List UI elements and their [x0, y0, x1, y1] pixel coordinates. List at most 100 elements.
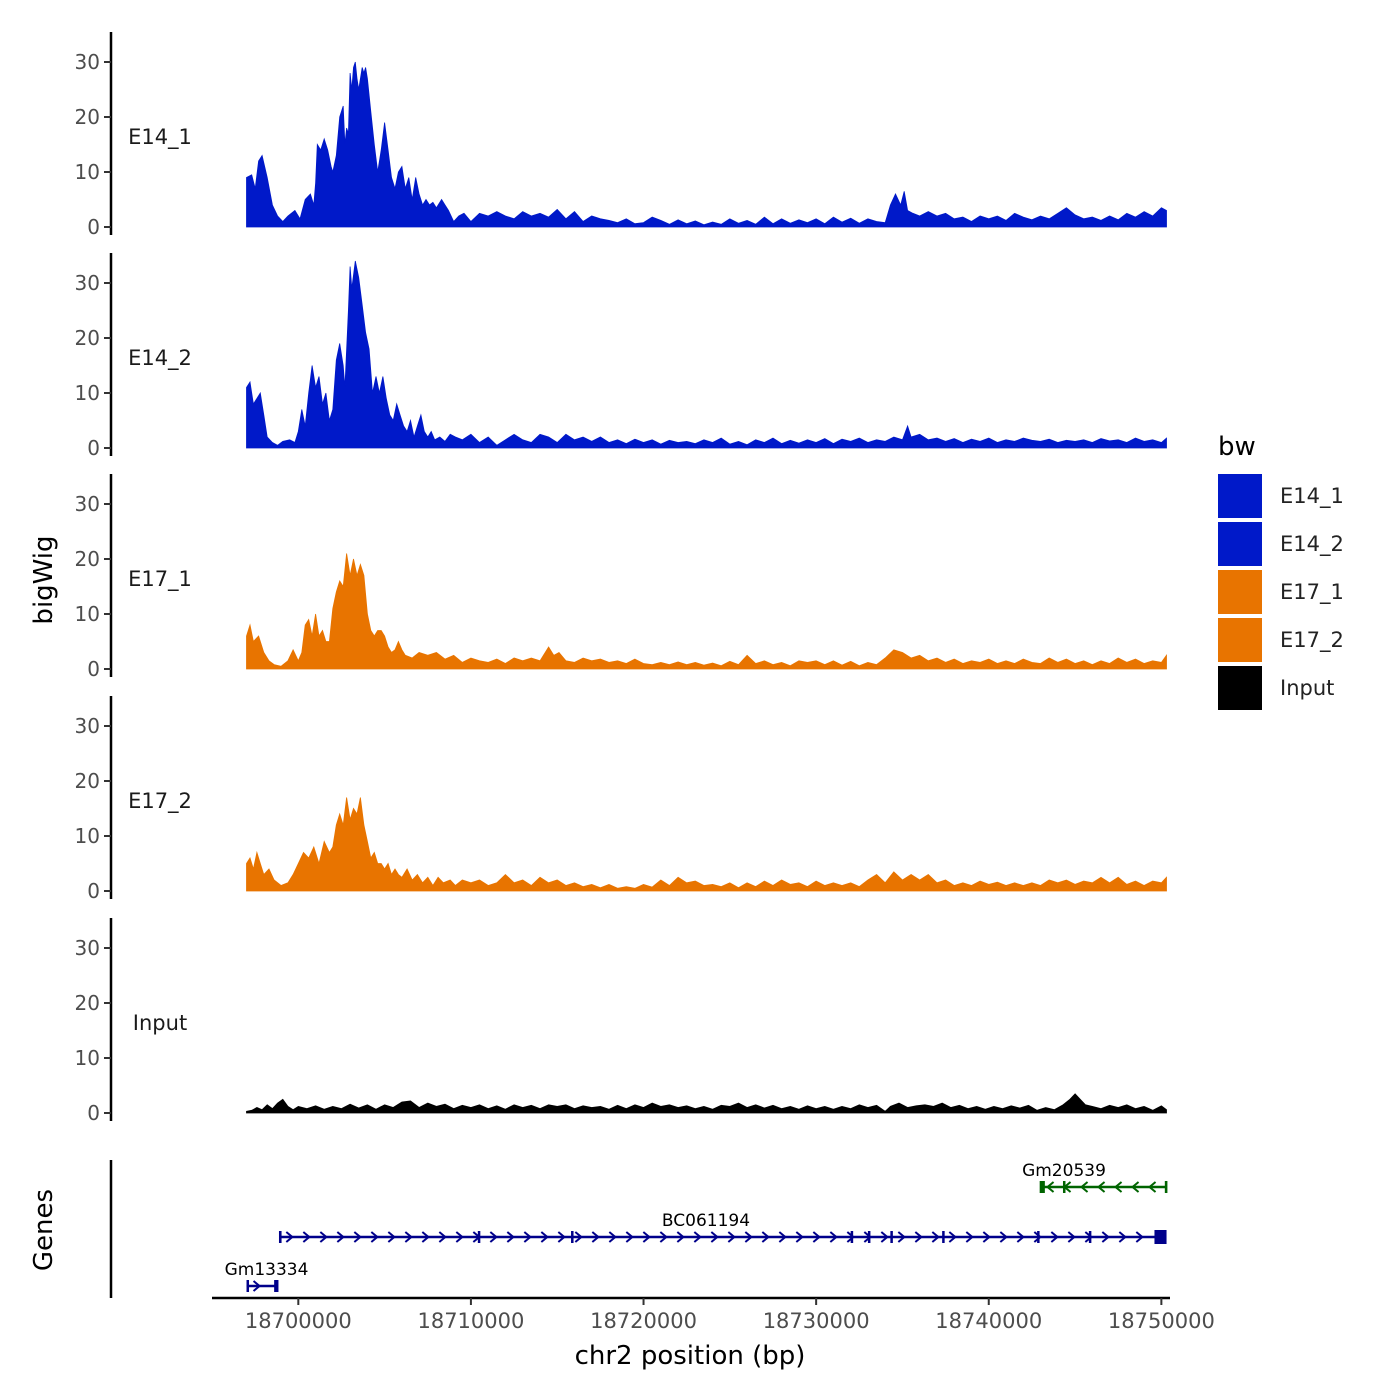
exon [1062, 1181, 1066, 1193]
exon [1037, 1231, 1040, 1243]
strand-arrow [744, 1231, 753, 1243]
x-tick-label: 18710000 [417, 1309, 524, 1333]
area-e14-2 [246, 260, 1167, 449]
legend-key-e14-2 [1218, 522, 1262, 566]
exon [571, 1231, 574, 1243]
track-label: E14_2 [128, 346, 192, 371]
y-tick-label: 30 [75, 50, 100, 74]
strand-arrow [1118, 1231, 1127, 1243]
strand-arrow [625, 1231, 634, 1243]
track-e17-2: 0 10 20 30 E17_2 [75, 696, 1167, 903]
area-e14-1 [246, 61, 1167, 228]
strand-arrow [370, 1231, 379, 1243]
y-tick-label: 30 [75, 714, 100, 738]
strand-arrow [812, 1231, 821, 1243]
y-tick-label: 20 [75, 991, 100, 1015]
y-tick-label: 10 [75, 381, 100, 405]
exon [1164, 1181, 1168, 1193]
strand-arrow [1113, 1181, 1123, 1193]
strand-arrow [438, 1231, 447, 1243]
area-input [246, 1093, 1167, 1114]
legend-item-input: Input [1218, 666, 1344, 710]
strand-arrow [319, 1231, 328, 1243]
bigwig-tracks: 0 10 20 30 E14_1 0 10 20 30 E14_2 0 10 20 30 E17_1 0 10 2… [75, 32, 1167, 1125]
strand-arrow [387, 1231, 396, 1243]
strand-arrow [421, 1231, 430, 1243]
strand-arrow [931, 1231, 940, 1243]
gene-bc061194: BC061194 [278, 1211, 1167, 1244]
y-tick-label: 30 [75, 936, 100, 960]
x-tick-label: 18730000 [763, 1309, 870, 1333]
strand-arrow [1147, 1181, 1157, 1193]
strand-arrow [1050, 1231, 1059, 1243]
x-tick-label: 18700000 [245, 1309, 352, 1333]
y-tick-label: 10 [75, 824, 100, 848]
x-tick-label: 18750000 [1108, 1309, 1215, 1333]
y-tick-label: 0 [87, 215, 100, 239]
strand-arrow [1067, 1231, 1076, 1243]
y-tick-label: 0 [87, 1101, 100, 1125]
strand-arrow [455, 1231, 464, 1243]
gene-gm13334: Gm13334 [225, 1260, 309, 1292]
gene-label: Gm13334 [225, 1260, 309, 1280]
track-e14-1: 0 10 20 30 E14_1 [75, 32, 1167, 239]
x-tick-label: 18720000 [590, 1309, 697, 1333]
strand-arrow [659, 1231, 668, 1243]
legend-item-e17-1: E17_1 [1218, 570, 1344, 614]
exon [942, 1231, 945, 1243]
track-input: 0 10 20 30 Input [75, 918, 1167, 1125]
strand-arrow [574, 1231, 583, 1243]
strand-arrow [302, 1231, 311, 1243]
legend-key-e14-1 [1218, 474, 1262, 518]
strand-arrow [608, 1231, 617, 1243]
y-tick-label: 20 [75, 105, 100, 129]
strand-arrow [1130, 1181, 1140, 1193]
exon [246, 1280, 250, 1292]
legend-key-input [1218, 666, 1262, 710]
x-axis: 18700000 18710000 18720000 18730000 18740000… [212, 1296, 1215, 1333]
strand-arrow [1096, 1181, 1106, 1193]
exon [274, 1280, 279, 1292]
legend-item-e14-2: E14_2 [1218, 522, 1344, 566]
strand-arrow [1016, 1231, 1025, 1243]
strand-arrow [897, 1231, 906, 1243]
strand-arrow [846, 1231, 855, 1243]
strand-arrow [353, 1231, 362, 1243]
strand-arrow [1101, 1231, 1110, 1243]
gene-gm20539: Gm20539 [1022, 1161, 1168, 1193]
exon [867, 1231, 871, 1243]
genes-track-title: Genes [29, 1189, 59, 1271]
legend-label: Input [1280, 676, 1335, 700]
legend-key-e17-1 [1218, 570, 1262, 614]
y-tick-label: 10 [75, 160, 100, 184]
strand-arrow [999, 1231, 1008, 1243]
exon [1088, 1231, 1092, 1243]
track-label: Input [133, 1011, 187, 1035]
exon [1154, 1230, 1167, 1244]
legend-label: E17_1 [1280, 580, 1344, 604]
strand-arrow [778, 1231, 787, 1243]
track-label: E17_1 [128, 567, 192, 592]
strand-arrow [829, 1231, 838, 1243]
exon [477, 1231, 481, 1243]
y-tick-label: 0 [87, 436, 100, 460]
strand-arrow [489, 1231, 498, 1243]
y-tick-label: 30 [75, 271, 100, 295]
track-e14-2: 0 10 20 30 E14_2 [75, 253, 1167, 460]
track-label: E14_1 [128, 125, 192, 150]
strand-arrow [591, 1231, 600, 1243]
legend-item-e17-2: E17_2 [1218, 618, 1344, 662]
strand-arrow [506, 1231, 515, 1243]
track-label: E17_2 [128, 789, 192, 814]
strand-arrow [336, 1231, 345, 1243]
y-tick-label: 30 [75, 492, 100, 516]
y-tick-label: 0 [87, 879, 100, 903]
exon [278, 1231, 282, 1243]
legend-item-e14-1: E14_1 [1218, 474, 1344, 518]
y-tick-label: 0 [87, 657, 100, 681]
legend-label: E14_1 [1280, 484, 1344, 508]
strand-arrow [523, 1231, 532, 1243]
area-e17-1 [246, 553, 1167, 670]
strand-arrow [642, 1231, 651, 1243]
